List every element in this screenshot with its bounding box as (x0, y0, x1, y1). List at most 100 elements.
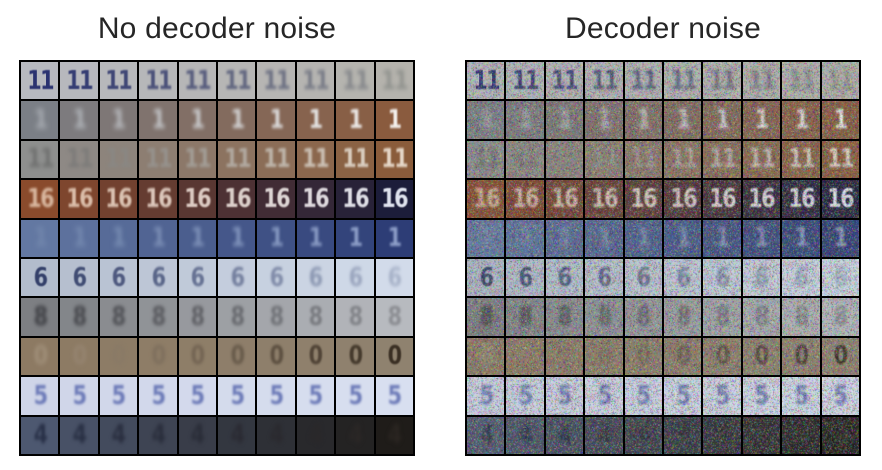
digit-glyph: 11 (381, 65, 408, 96)
digit-glyph: 8 (33, 302, 47, 333)
image-cell: 1 (703, 101, 741, 139)
digit-glyph: 8 (348, 302, 362, 333)
digit-glyph: 1 (558, 105, 572, 136)
digit-glyph: 11 (472, 144, 500, 175)
digit-glyph: 6 (33, 262, 47, 293)
digit-glyph: 16 (66, 183, 93, 214)
digit-glyph: 5 (230, 380, 244, 411)
digit-glyph: 16 (302, 183, 330, 214)
image-cell: 0 (782, 337, 820, 376)
digit-glyph: 8 (479, 302, 493, 333)
image-cell: 5 (545, 377, 584, 415)
image-cell: 11 (545, 62, 584, 100)
image-cell: 0 (703, 337, 741, 376)
digit-glyph: 11 (223, 144, 251, 175)
image-cell: 6 (821, 259, 859, 297)
digit-glyph: 1 (348, 223, 362, 254)
image-cell: 8 (178, 298, 216, 336)
image-cell: 11 (742, 62, 781, 100)
digit-glyph: 11 (512, 144, 539, 175)
digit-glyph: 1 (387, 105, 402, 136)
digit-glyph: 11 (827, 144, 854, 175)
digit-glyph: 8 (755, 302, 769, 333)
digit-glyph: 4 (518, 420, 533, 451)
digit-glyph: 1 (112, 105, 126, 136)
digit-glyph: 11 (105, 65, 133, 96)
image-cell: 16 (585, 180, 623, 218)
image-cell: 4 (99, 416, 138, 454)
image-cell: 0 (60, 337, 98, 376)
digit-glyph: 11 (748, 65, 776, 96)
digit-glyph: 6 (597, 262, 611, 293)
image-cell: 1 (257, 101, 295, 139)
image-cell: 4 (375, 416, 413, 454)
image-cell: 5 (139, 377, 177, 415)
image-cell: 1 (545, 219, 584, 257)
image-cell: 8 (375, 298, 413, 336)
image-cell: 8 (467, 298, 505, 336)
digit-glyph: 4 (676, 420, 690, 451)
image-cell: 1 (742, 219, 781, 257)
image-cell: 6 (742, 259, 781, 297)
digit-glyph: 11 (223, 65, 251, 96)
digit-glyph: 16 (551, 183, 579, 214)
digit-glyph: 11 (302, 144, 330, 175)
digit-glyph: 4 (715, 420, 730, 451)
image-cell: 4 (624, 416, 662, 454)
digit-glyph: 4 (72, 420, 87, 451)
image-cell: 11 (336, 140, 374, 179)
digit-glyph: 4 (597, 420, 611, 451)
image-cell: 1 (336, 101, 374, 139)
digit-glyph: 1 (636, 105, 651, 136)
digit-glyph: 11 (669, 65, 697, 96)
image-cell: 5 (375, 377, 413, 415)
digit-glyph: 0 (33, 341, 47, 372)
digit-glyph: 16 (827, 183, 854, 214)
image-cell: 1 (742, 101, 781, 139)
digit-glyph: 8 (309, 302, 323, 333)
digit-glyph: 0 (230, 341, 244, 372)
image-cell: 1 (585, 101, 623, 139)
image-cell: 6 (782, 259, 820, 297)
digit-glyph: 8 (230, 302, 244, 333)
image-cell: 11 (336, 62, 374, 100)
image-cell: 11 (99, 62, 138, 100)
digit-glyph: 6 (518, 262, 533, 293)
image-cell: 6 (139, 259, 177, 297)
digit-glyph: 5 (190, 380, 205, 411)
digit-glyph: 11 (66, 144, 93, 175)
image-cell: 16 (139, 180, 177, 218)
image-cell: 4 (336, 416, 374, 454)
digit-glyph: 11 (381, 144, 408, 175)
image-cell: 1 (703, 219, 741, 257)
digit-glyph: 1 (230, 105, 244, 136)
digit-glyph: 11 (669, 144, 697, 175)
digit-glyph: 1 (479, 105, 493, 136)
digit-glyph: 6 (479, 262, 493, 293)
digit-glyph: 11 (342, 144, 369, 175)
image-cell: 6 (178, 259, 216, 297)
image-cell: 8 (257, 298, 295, 336)
digit-glyph: 1 (151, 105, 165, 136)
digit-glyph: 0 (269, 341, 284, 372)
image-cell: 0 (467, 337, 505, 376)
image-cell: 16 (99, 180, 138, 218)
digit-glyph: 5 (269, 380, 284, 411)
digit-glyph: 4 (309, 420, 323, 451)
image-cell: 1 (624, 101, 662, 139)
digit-glyph: 16 (184, 183, 211, 214)
digit-glyph: 5 (309, 380, 323, 411)
image-cell: 6 (624, 259, 662, 297)
image-cell: 16 (21, 180, 59, 218)
digit-glyph: 0 (636, 341, 651, 372)
image-cell: 11 (782, 62, 820, 100)
digit-glyph: 11 (145, 144, 172, 175)
image-cell: 5 (296, 377, 335, 415)
digit-glyph: 11 (630, 65, 657, 96)
image-cell: 16 (296, 180, 335, 218)
digit-glyph: 5 (558, 380, 572, 411)
digit-glyph: 0 (72, 341, 87, 372)
digit-glyph: 11 (105, 144, 133, 175)
image-cell: 4 (218, 416, 256, 454)
image-cell: 1 (821, 101, 859, 139)
